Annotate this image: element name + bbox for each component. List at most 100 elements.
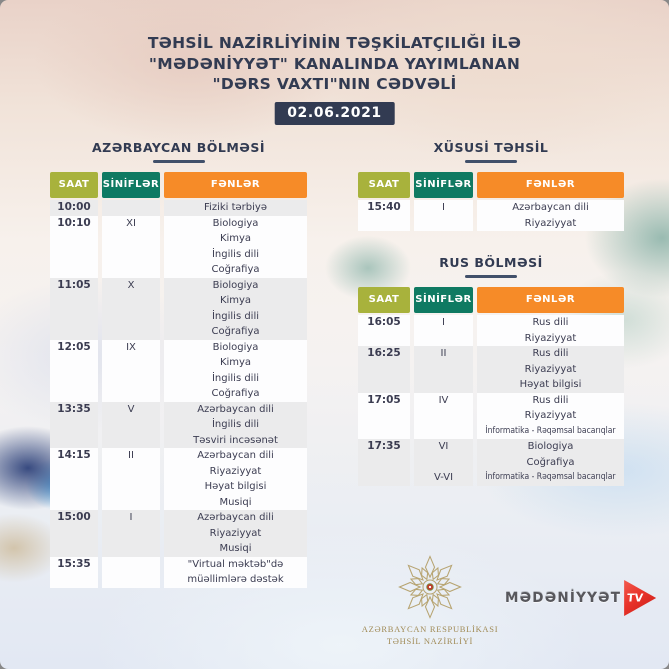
subject-line: Azərbaycan dili xyxy=(197,450,274,461)
column-header-0: SAAT xyxy=(50,172,98,198)
ministry-name-line1: AZƏRBAYCAN RESPUBLİKASI xyxy=(361,624,499,634)
fen-cell: Rus dili Riyaziyyat İnformatika - Rəqəmsal… xyxy=(477,392,624,439)
fen-cell: Azərbaycan dili Riyaziyyat Musiqi xyxy=(164,510,307,557)
subject-line: Riyaziyyat xyxy=(524,217,577,229)
column-header-1: SİNİFLƏR xyxy=(414,287,473,313)
class-label: X xyxy=(127,279,135,291)
fen-cell: Biologiya Coğrafiya İnformatika - Rəqəmsal… xyxy=(477,439,624,486)
class-label: V-VI xyxy=(433,472,454,483)
sinif-cell xyxy=(102,200,160,216)
subject-line: Biologiya xyxy=(527,441,574,452)
fen-cell: Rus dili Riyaziyyat xyxy=(477,315,624,346)
subject-line: Biologiya xyxy=(212,341,259,353)
column-header-2: FƏNLƏR xyxy=(164,172,307,198)
title-underline xyxy=(465,160,517,163)
table-azerbaycan: SAAT SİNİFLƏR FƏNLƏR 10:00 Fiziki tərbiyə 10… xyxy=(50,172,307,588)
table-row: 10:00 Fiziki tərbiyə xyxy=(50,200,307,216)
fen-cell: "Virtual məktəb"də müəllimlərə dəstək xyxy=(164,556,307,588)
subject-line: Həyat bilgisi xyxy=(519,379,582,390)
section-right-column: XÜSUSİ TƏHSİL SAAT SİNİFLƏR FƏNLƏR 15:40 I Az… xyxy=(358,140,624,486)
table-rus: SAAT SİNİFLƏR FƏNLƏR 16:05 I Rus dili Riyaziyy… xyxy=(358,287,624,486)
subject-line: Riyaziyyat xyxy=(524,332,577,344)
subject-line: Həyat bilgisi xyxy=(204,481,267,492)
poster-title-line1: TƏHSİL NAZİRLİYİNİN TƏŞKİLATÇILIĞI İLƏ xyxy=(147,34,522,52)
sinif-cell: I xyxy=(102,510,160,557)
section-xususi: XÜSUSİ TƏHSİL SAAT SİNİFLƏR FƏNLƏR 15:40 I Az… xyxy=(358,140,624,231)
subject-line: Coğrafiya xyxy=(211,326,260,337)
poster-title: TƏHSİL NAZİRLİYİNİN TƏŞKİLATÇILIĞI İLƏ "… xyxy=(0,33,669,95)
subject-line: Coğrafiya xyxy=(526,456,575,468)
class-label: V xyxy=(127,403,135,415)
subject-line: Riyaziyyat xyxy=(209,527,262,539)
saat-cell: 11:05 xyxy=(50,277,98,340)
sinif-cell: X xyxy=(102,277,160,340)
saat-cell: 15:40 xyxy=(358,200,410,231)
saat-cell: 16:25 xyxy=(358,346,410,393)
table-xususi: SAAT SİNİFLƏR FƏNLƏR 15:40 I Azərbaycan dili R… xyxy=(358,172,624,231)
fen-cell: Azərbaycan dili İngilis dili Təsviri incəs… xyxy=(164,401,307,448)
tv-label: TV xyxy=(626,591,644,605)
sinif-cell: VI V-VI xyxy=(414,439,473,486)
table-row: 15:35 "Virtual məktəb"də müəllimlərə dəst… xyxy=(50,556,307,588)
table-row: 15:00 I Azərbaycan dili Riyaziyyat Musiqi xyxy=(50,510,307,557)
saat-cell: 16:05 xyxy=(358,315,410,346)
fen-cell: Biologiya Kimya İngilis dili Coğrafiya xyxy=(164,277,307,340)
play-triangle-icon: TV xyxy=(624,580,657,616)
subject-line: Rus dili xyxy=(532,348,569,359)
subject-line: Coğrafiya xyxy=(211,264,260,275)
column-header-1: SİNİFLƏR xyxy=(414,172,473,198)
subject-line: Musiqi xyxy=(219,496,252,508)
ministry-emblem-icon xyxy=(398,555,462,619)
class-label xyxy=(129,200,132,216)
sinif-cell: I xyxy=(414,315,473,346)
section-title-rus: RUS BÖLMƏSİ xyxy=(439,255,543,270)
sinif-cell: XI xyxy=(102,215,160,278)
fen-cell: Biologiya Kimya İngilis dili Coğrafiya xyxy=(164,339,307,402)
sinif-cell xyxy=(102,556,160,588)
table-row: 15:40 I Azərbaycan dili Riyaziyyat xyxy=(358,200,624,231)
section-title-xususi: XÜSUSİ TƏHSİL xyxy=(433,140,549,155)
subject-line: Kimya xyxy=(219,295,252,306)
subject-line: "Virtual məktəb"də xyxy=(187,558,284,570)
table-header-row: SAAT SİNİFLƏR FƏNLƏR xyxy=(358,172,624,200)
subject-line: Kimya xyxy=(219,233,252,244)
subject-line: Azərbaycan dili xyxy=(197,403,274,415)
column-header-0: SAAT xyxy=(358,287,410,313)
saat-cell: 17:05 xyxy=(358,392,410,439)
fen-cell: Azərbaycan dili Riyaziyyat Həyat bilgisi Mu… xyxy=(164,448,307,510)
title-underline xyxy=(152,160,205,163)
table-row: 14:15 II Azərbaycan dili Riyaziyyat Həyat bi… xyxy=(50,448,307,510)
fen-cell: Biologiya Kimya İngilis dili Coğrafiya xyxy=(164,215,307,278)
ministry-name-line2: TƏHSİL NAZİRLİYİ xyxy=(386,636,474,646)
poster-title-line2: "MƏDƏNİYYƏT" KANALINDA YAYIMLANAN xyxy=(148,54,521,73)
class-label: IV xyxy=(438,394,449,406)
table-header-row: SAAT SİNİFLƏR FƏNLƏR xyxy=(358,287,624,315)
sinif-cell: II xyxy=(102,448,160,510)
class-label: VI xyxy=(438,441,449,452)
column-header-2: FƏNLƏR xyxy=(477,172,624,198)
subject-line: İngilis dili xyxy=(211,419,260,430)
class-label: XI xyxy=(126,217,136,229)
table-row: 11:05 X Biologiya Kimya İngilis dili Coğrafiy… xyxy=(50,277,307,340)
saat-cell: 10:10 xyxy=(50,215,98,278)
fen-cell: Azərbaycan dili Riyaziyyat xyxy=(477,200,624,231)
subject-line: Rus dili xyxy=(532,317,569,328)
class-label xyxy=(129,557,132,573)
class-label: II xyxy=(128,450,134,461)
subject-line: Kimya xyxy=(219,357,252,368)
table-row: 13:35 V Azərbaycan dili İngilis dili Təsviri… xyxy=(50,401,307,448)
sinif-cell: I xyxy=(414,200,473,231)
fen-cell: Fiziki tərbiyə xyxy=(164,200,307,216)
sinif-cell: II xyxy=(414,346,473,393)
subject-line: İngilis dili xyxy=(211,310,260,322)
saat-cell: 12:05 xyxy=(50,339,98,402)
saat-cell: 15:00 xyxy=(50,510,98,557)
ministry-logo: AZƏRBAYCAN RESPUBLİKASI TƏHSİL NAZİRLİYİ xyxy=(346,554,514,647)
column-header-1: SİNİFLƏR xyxy=(102,172,160,198)
table-header-row: SAAT SİNİFLƏR FƏNLƏR xyxy=(50,172,307,200)
class-label: I xyxy=(442,317,445,328)
subject-line: İngilis dili xyxy=(211,248,260,260)
table-row: 17:35 VI V-VI Biologiya Coğrafiya İnformatika… xyxy=(358,439,624,486)
subject-line: Fiziki tərbiyə xyxy=(204,202,267,213)
